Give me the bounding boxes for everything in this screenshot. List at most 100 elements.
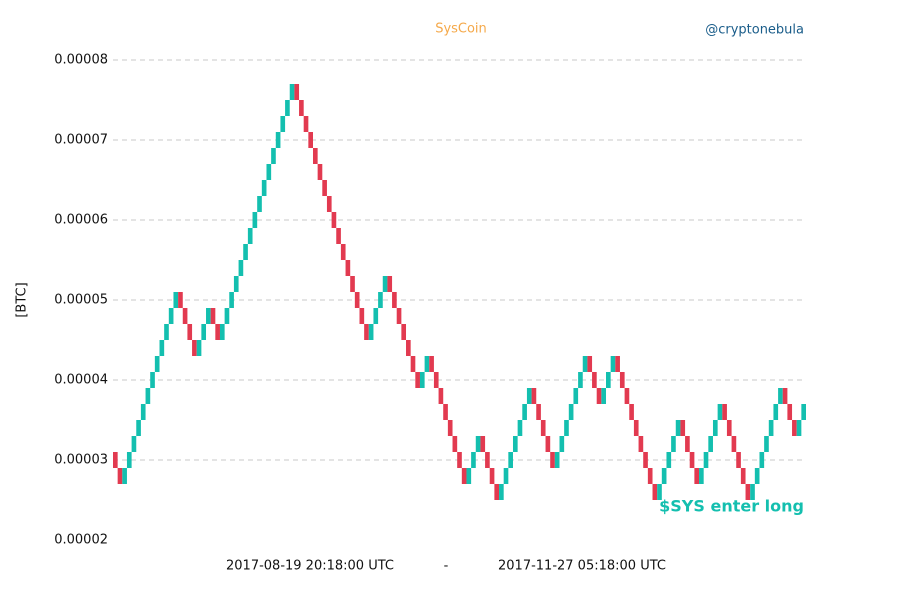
renko-brick xyxy=(182,308,188,324)
renko-brick xyxy=(419,372,425,388)
renko-brick xyxy=(471,452,476,468)
renko-brick xyxy=(638,436,644,452)
renko-brick xyxy=(382,276,388,292)
renko-brick xyxy=(554,452,560,468)
x-separator: - xyxy=(444,559,449,574)
renko-brick xyxy=(229,292,234,308)
renko-brick xyxy=(461,468,467,484)
renko-brick xyxy=(452,436,458,452)
renko-brick xyxy=(671,436,676,452)
y-tick-label: 0.00007 xyxy=(54,133,108,148)
renko-brick xyxy=(712,420,718,436)
renko-brick xyxy=(615,356,620,372)
renko-brick xyxy=(238,260,244,276)
credit: @cryptonebula xyxy=(705,23,804,38)
renko-brick xyxy=(536,404,541,420)
renko-brick xyxy=(215,324,220,340)
renko-brick xyxy=(489,468,495,484)
renko-brick xyxy=(154,356,160,372)
renko-brick xyxy=(661,468,667,484)
renko-brick xyxy=(308,132,313,148)
renko-brick xyxy=(587,356,593,372)
y-tick-label: 0.00005 xyxy=(54,293,108,308)
renko-brick xyxy=(689,452,695,468)
renko-brick xyxy=(736,452,741,468)
renko-brick xyxy=(303,116,309,132)
renko-brick xyxy=(787,404,793,420)
renko-brick xyxy=(759,452,765,468)
renko-brick xyxy=(173,292,179,308)
renko-brick xyxy=(522,404,527,420)
renko-brick xyxy=(336,228,341,244)
renko-brick xyxy=(122,468,127,484)
renko-brick xyxy=(257,196,262,212)
renko-brick xyxy=(731,436,737,452)
renko-brick xyxy=(754,468,760,484)
renko-brick xyxy=(326,196,332,212)
y-tick-label: 0.00003 xyxy=(54,453,108,468)
renko-brick xyxy=(517,420,523,436)
renko-brick xyxy=(503,468,509,484)
renko-brick xyxy=(150,372,155,388)
renko-brick xyxy=(275,132,281,148)
renko-brick xyxy=(573,388,579,404)
renko-brick xyxy=(750,484,755,500)
renko-brick xyxy=(415,372,420,388)
renko-brick xyxy=(117,468,123,484)
renko-brick xyxy=(243,244,248,260)
renko-brick xyxy=(438,388,444,404)
renko-brick xyxy=(140,404,146,420)
renko-brick xyxy=(601,388,607,404)
renko-brick xyxy=(773,404,779,420)
renko-brick xyxy=(610,356,616,372)
renko-brick xyxy=(666,452,672,468)
renko-brick xyxy=(447,420,453,436)
renko-brick xyxy=(317,164,323,180)
renko-brick xyxy=(350,276,355,292)
renko-brick xyxy=(378,292,383,308)
renko-brick xyxy=(726,420,732,436)
renko-brick xyxy=(526,388,532,404)
renko-brick xyxy=(466,468,472,484)
renko-brick xyxy=(345,260,351,276)
renko-brick xyxy=(508,452,513,468)
renko-brick xyxy=(424,356,430,372)
renko-brick xyxy=(113,452,118,468)
renko-brick xyxy=(396,308,402,324)
renko-brick xyxy=(331,212,337,228)
renko-brick xyxy=(266,164,272,180)
renko-brick xyxy=(778,388,783,404)
renko-brick xyxy=(340,244,346,260)
renko-brick xyxy=(359,308,365,324)
renko-brick xyxy=(745,484,751,500)
renko-brick xyxy=(159,340,165,356)
renko-brick xyxy=(289,84,295,100)
renko-brick xyxy=(485,452,490,468)
renko-brick xyxy=(708,436,713,452)
y-tick-label: 0.00006 xyxy=(54,213,108,228)
renko-brick xyxy=(685,436,690,452)
renko-brick xyxy=(443,404,448,420)
renko-brick xyxy=(633,420,639,436)
annotation: $SYS enter long xyxy=(659,497,804,516)
renko-brick xyxy=(540,420,546,436)
y-axis-label: [BTC] xyxy=(15,282,30,317)
renko-brick xyxy=(657,484,662,500)
renko-brick xyxy=(694,468,700,484)
renko-brick xyxy=(387,276,393,292)
renko-brick xyxy=(252,212,258,228)
renko-brick xyxy=(606,372,611,388)
renko-brick xyxy=(271,148,276,164)
renko-brick xyxy=(647,468,653,484)
renko-brick xyxy=(592,372,597,388)
y-tick-label: 0.00002 xyxy=(54,533,108,548)
renko-brick xyxy=(210,308,216,324)
renko-brick xyxy=(280,116,286,132)
renko-brick xyxy=(768,420,774,436)
renko-brick xyxy=(796,420,802,436)
renko-brick xyxy=(703,452,709,468)
renko-brick xyxy=(596,388,602,404)
renko-brick xyxy=(782,388,788,404)
renko-brick xyxy=(559,436,565,452)
